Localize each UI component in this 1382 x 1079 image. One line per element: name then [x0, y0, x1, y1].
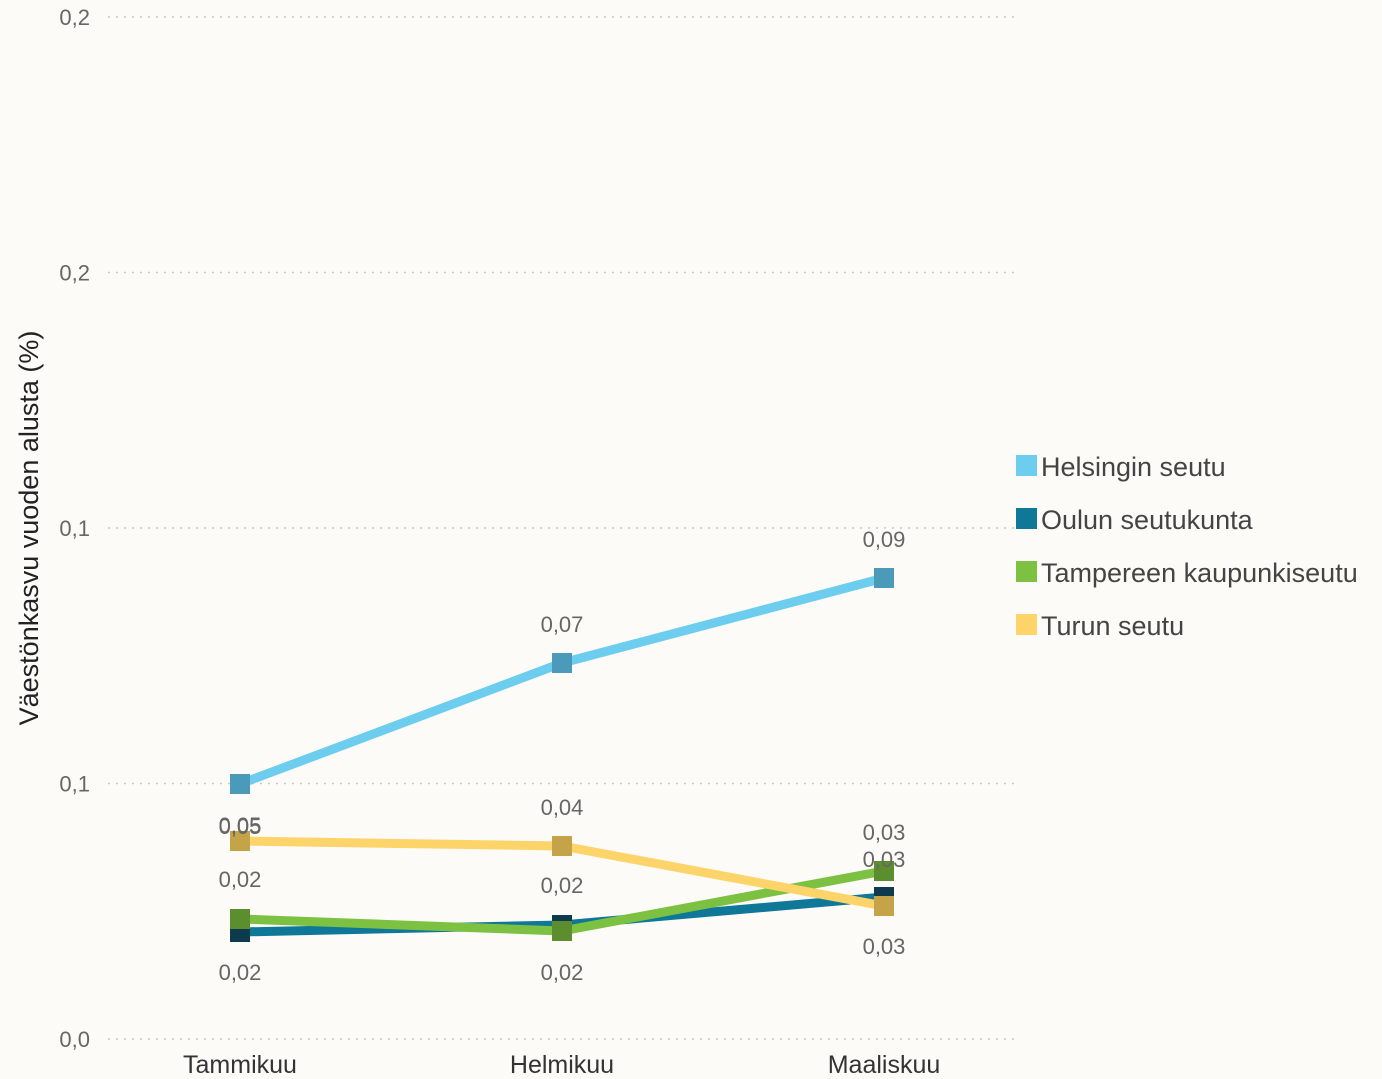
series-line [235, 573, 889, 789]
y-tick-label: 0,2 [59, 261, 90, 286]
legend-swatch [1016, 455, 1037, 476]
y-axis-ticks: 0,0 0,1 0,1 0,2 0,2 [59, 5, 90, 1052]
y-axis-label: Väestönkasvu vuoden alusta (%) [14, 331, 44, 726]
data-point-marker [874, 861, 894, 881]
data-label: 0,07 [541, 612, 584, 637]
y-tick-label: 0,2 [59, 5, 90, 30]
data-point-marker [230, 774, 250, 794]
data-point-marker [552, 836, 572, 856]
legend-item[interactable]: Turun seutu [1041, 611, 1184, 641]
data-point-marker [552, 653, 572, 673]
legend-swatch [1016, 508, 1037, 529]
data-point-marker [874, 568, 894, 588]
data-label: 0,03 [863, 820, 906, 845]
legend-swatch [1016, 614, 1037, 635]
data-point-marker [230, 831, 250, 851]
series-markers [230, 568, 894, 942]
y-tick-label: 0,0 [59, 1027, 90, 1052]
legend-item[interactable]: Oulun seutukunta [1041, 505, 1254, 535]
data-label: 0,05 [219, 813, 262, 838]
legend-swatch [1016, 561, 1037, 582]
legend-item[interactable]: Helsingin seutu [1041, 452, 1226, 482]
data-point-marker [230, 909, 250, 929]
x-tick-label: Helmikuu [510, 1051, 614, 1079]
data-label: 0,02 [541, 960, 584, 985]
legend[interactable]: Helsingin seutu Oulun seutukunta Tampereen… [1016, 452, 1358, 641]
data-label: 0,04 [541, 795, 584, 820]
data-label: 0,02 [219, 867, 262, 892]
data-point-marker [552, 921, 572, 941]
data-label: 0,03 [863, 847, 906, 872]
data-labels: 0,050,070,090,02 0,020,030,02 0,020,030,05… [219, 527, 906, 985]
data-label: 0,03 [863, 934, 906, 959]
legend-item[interactable]: Tampereen kaupunkiseutu [1041, 558, 1358, 588]
x-tick-label: Tammikuu [183, 1051, 297, 1079]
y-tick-label: 0,1 [59, 772, 90, 797]
data-point-marker [874, 896, 894, 916]
x-tick-label: Maaliskuu [828, 1051, 941, 1079]
data-label: 0,09 [863, 527, 906, 552]
data-label: 0,02 [219, 960, 262, 985]
y-tick-label: 0,1 [59, 516, 90, 541]
data-label: 0,02 [541, 873, 584, 898]
x-axis-ticks: Tammikuu Helmikuu Maaliskuu [183, 1051, 940, 1079]
data-label: 0,05 [219, 814, 262, 839]
